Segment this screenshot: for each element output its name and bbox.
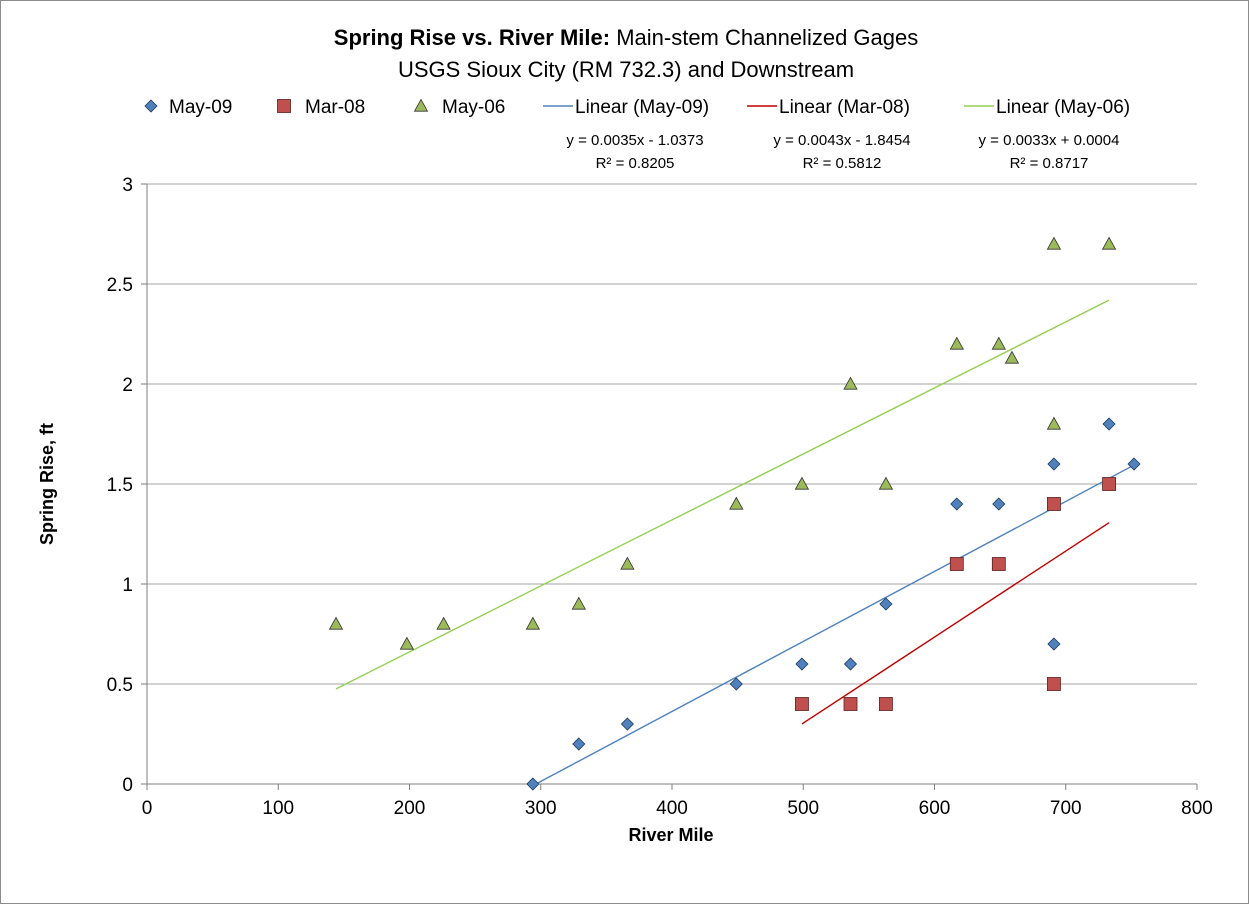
data-point (399, 636, 415, 650)
x-tick-label: 600 (919, 798, 951, 819)
legend-label: May-09 (169, 97, 232, 118)
data-point (992, 497, 1006, 511)
data-point (526, 777, 540, 791)
data-point (843, 376, 858, 390)
data-point (879, 697, 893, 711)
chart-subtitle: USGS Sioux City (RM 732.3) and Downstrea… (398, 57, 854, 82)
x-tick-label: 500 (787, 798, 819, 819)
data-point (620, 556, 635, 570)
axes: 0 0.5 1 1.5 2 2.5 3 0 100 200 300 400 500 600 700 800 (107, 175, 1213, 819)
legend-label: Linear (Mar-08) (779, 97, 910, 118)
data-point (620, 717, 634, 731)
trendline (801, 522, 1110, 725)
data-point (328, 616, 344, 630)
trendline (335, 299, 1110, 690)
x-tick-label: 100 (262, 798, 294, 819)
y-axis-label: Spring Rise, ft (37, 423, 57, 545)
trendline-equation: y = 0.0033x + 0.0004 (979, 132, 1120, 149)
data-point (525, 616, 541, 630)
data-point (1101, 236, 1117, 250)
y-tick-label: 2 (122, 375, 133, 396)
x-tick-label: 200 (394, 798, 426, 819)
x-tick-label: 800 (1181, 798, 1213, 819)
data-point (729, 496, 744, 510)
trendline-equations: y = 0.0035x - 1.0373 R² = 0.8205 y = 0.004… (566, 132, 1119, 172)
data-point (572, 737, 586, 751)
data-point (879, 597, 893, 611)
x-axis-label: River Mile (628, 825, 713, 845)
data-point (794, 476, 810, 490)
data-point (878, 476, 894, 490)
data-point (991, 336, 1006, 350)
y-tick-label: 2.5 (107, 275, 133, 296)
data-point (1047, 677, 1061, 691)
trendline-r2: R² = 0.5812 (803, 155, 882, 172)
data-point (991, 557, 1006, 571)
data-point (571, 596, 586, 610)
y-tick-label: 1 (122, 575, 133, 596)
data-point (1046, 236, 1062, 250)
data-point (1102, 417, 1116, 431)
trendline (532, 464, 1135, 787)
x-tick-label: 700 (1050, 798, 1082, 819)
legend-marker (144, 99, 158, 113)
x-tick-label: 0 (142, 798, 153, 819)
data-point (843, 657, 858, 671)
y-tick-label: 3 (122, 175, 133, 196)
data-point (1004, 350, 1020, 364)
gridlines (147, 183, 1197, 685)
legend-marker (277, 99, 291, 113)
data-markers (328, 236, 1141, 791)
legend: May-09 Mar-08 May-06 Linear (May-09) Linear … (144, 97, 1130, 118)
data-point (1047, 497, 1061, 511)
trendline-equation: y = 0.0035x - 1.0373 (566, 132, 703, 149)
y-tick-label: 0.5 (107, 675, 133, 696)
data-point (1127, 457, 1141, 471)
data-point (1102, 477, 1116, 491)
trendline-equation: y = 0.0043x - 1.8454 (773, 132, 910, 149)
data-point (843, 697, 858, 711)
legend-label: Mar-08 (305, 97, 365, 118)
data-point (436, 616, 451, 630)
data-point (1046, 416, 1062, 430)
trendline-r2: R² = 0.8717 (1010, 155, 1089, 172)
trendline-r2: R² = 0.8205 (596, 155, 675, 172)
x-tick-label: 300 (525, 798, 557, 819)
data-point (1047, 637, 1061, 651)
chart-title-bold: Spring Rise vs. River Mile: (334, 25, 610, 50)
data-point (949, 557, 964, 571)
chart-title-rest: Main-stem Channelized Gages (610, 25, 918, 50)
data-point (795, 697, 809, 711)
data-point (1047, 457, 1061, 471)
y-tick-label: 0 (122, 775, 133, 796)
y-tick-label: 1.5 (107, 475, 133, 496)
data-point (950, 497, 964, 511)
legend-label: Linear (May-06) (996, 97, 1130, 118)
data-point (949, 336, 964, 350)
legend-marker (413, 98, 429, 112)
legend-label: Linear (May-09) (575, 97, 709, 118)
trendlines (335, 299, 1135, 787)
legend-label: May-06 (442, 97, 505, 118)
data-point (729, 677, 743, 691)
x-tick-label: 400 (656, 798, 688, 819)
data-point (795, 657, 809, 671)
chart-title: Spring Rise vs. River Mile: Main-stem Ch… (334, 25, 918, 50)
